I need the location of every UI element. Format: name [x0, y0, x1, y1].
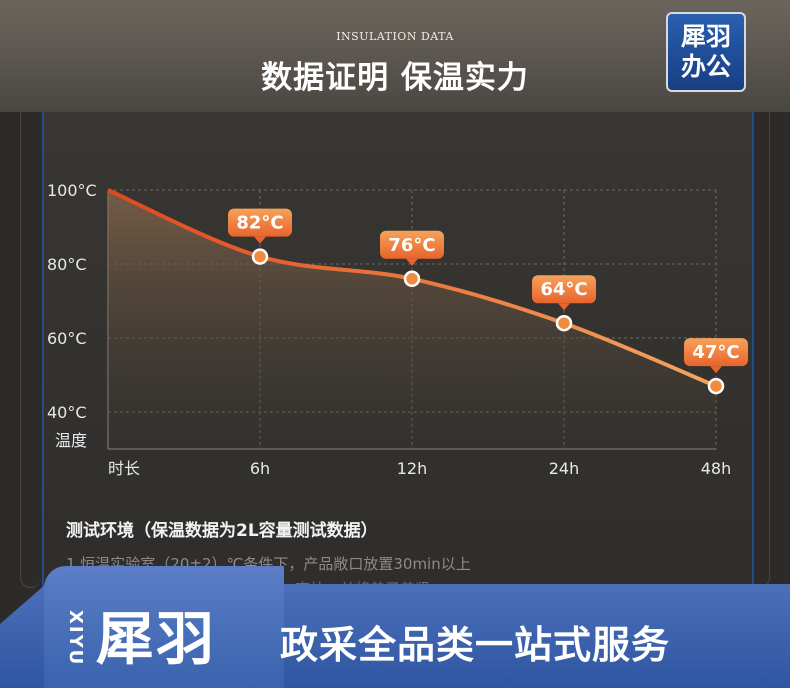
- temperature-chart: 100°C 80°C 60°C 40°C 时长 6h 12h 24h 48h 82°C 76°C…: [47, 181, 748, 478]
- x-tick-label-1: 6h: [250, 459, 270, 478]
- logo-badge: 犀羽 办公: [666, 12, 746, 92]
- data-label-text-2: 76°C: [388, 235, 435, 256]
- data-label-4: 47°C: [684, 338, 748, 374]
- test-environment-title: 测试环境（保温数据为2L容量测试数据）: [66, 521, 378, 541]
- data-label-text-4: 47°C: [692, 342, 739, 363]
- logo-line-2: 办公: [680, 52, 731, 81]
- footer-vertical-text: XIYU: [65, 609, 86, 667]
- y-axis-label: 温度: [55, 431, 87, 450]
- x-tick-label-2: 12h: [397, 459, 428, 478]
- data-label-box-3: [532, 275, 596, 304]
- y-tick-label-0: 100°C: [47, 181, 97, 200]
- data-label-text-1: 82°C: [236, 213, 283, 234]
- footer-slogan: 政采全品类一站式服务: [280, 623, 671, 667]
- data-point-3: [555, 314, 573, 332]
- x-tick-label-4: 48h: [701, 459, 732, 478]
- data-label-2: 76°C: [380, 230, 444, 266]
- data-label-pointer-4: [710, 366, 722, 374]
- data-label-box-2: [380, 230, 444, 259]
- header-title: 数据证明 保温实力: [261, 60, 529, 96]
- chart-points: [251, 248, 725, 395]
- x-axis-ticks: 时长 6h 12h 24h 48h: [108, 459, 731, 478]
- y-tick-label-2: 60°C: [47, 329, 87, 348]
- footer-brand-name: 犀羽: [96, 605, 217, 673]
- x-tick-label-0: 时长: [108, 459, 140, 478]
- data-label-3: 64°C: [532, 275, 596, 311]
- header-band: [0, 0, 790, 112]
- logo-line-1: 犀羽: [680, 22, 731, 51]
- y-tick-label-1: 80°C: [47, 255, 87, 274]
- header-subtitle: INSULATION DATA: [336, 30, 454, 43]
- data-label-1: 82°C: [228, 208, 292, 244]
- data-label-text-3: 64°C: [540, 279, 587, 300]
- chart-area-fill: [108, 190, 716, 449]
- y-axis-ticks: 100°C 80°C 60°C 40°C: [47, 181, 97, 422]
- data-point-1: [251, 248, 269, 265]
- data-label-box-4: [684, 338, 748, 367]
- x-tick-label-3: 24h: [549, 459, 580, 478]
- chart-data-labels: 82°C 76°C 64°C 47°C: [228, 208, 748, 374]
- data-point-2: [403, 270, 421, 288]
- data-label-box-1: [228, 208, 292, 237]
- data-label-pointer-1: [254, 236, 266, 244]
- data-label-pointer-2: [406, 258, 418, 266]
- data-label-pointer-3: [558, 303, 570, 311]
- data-point-4: [707, 377, 725, 395]
- y-tick-label-3: 40°C: [47, 403, 87, 422]
- footer-brand-panel: [44, 566, 284, 688]
